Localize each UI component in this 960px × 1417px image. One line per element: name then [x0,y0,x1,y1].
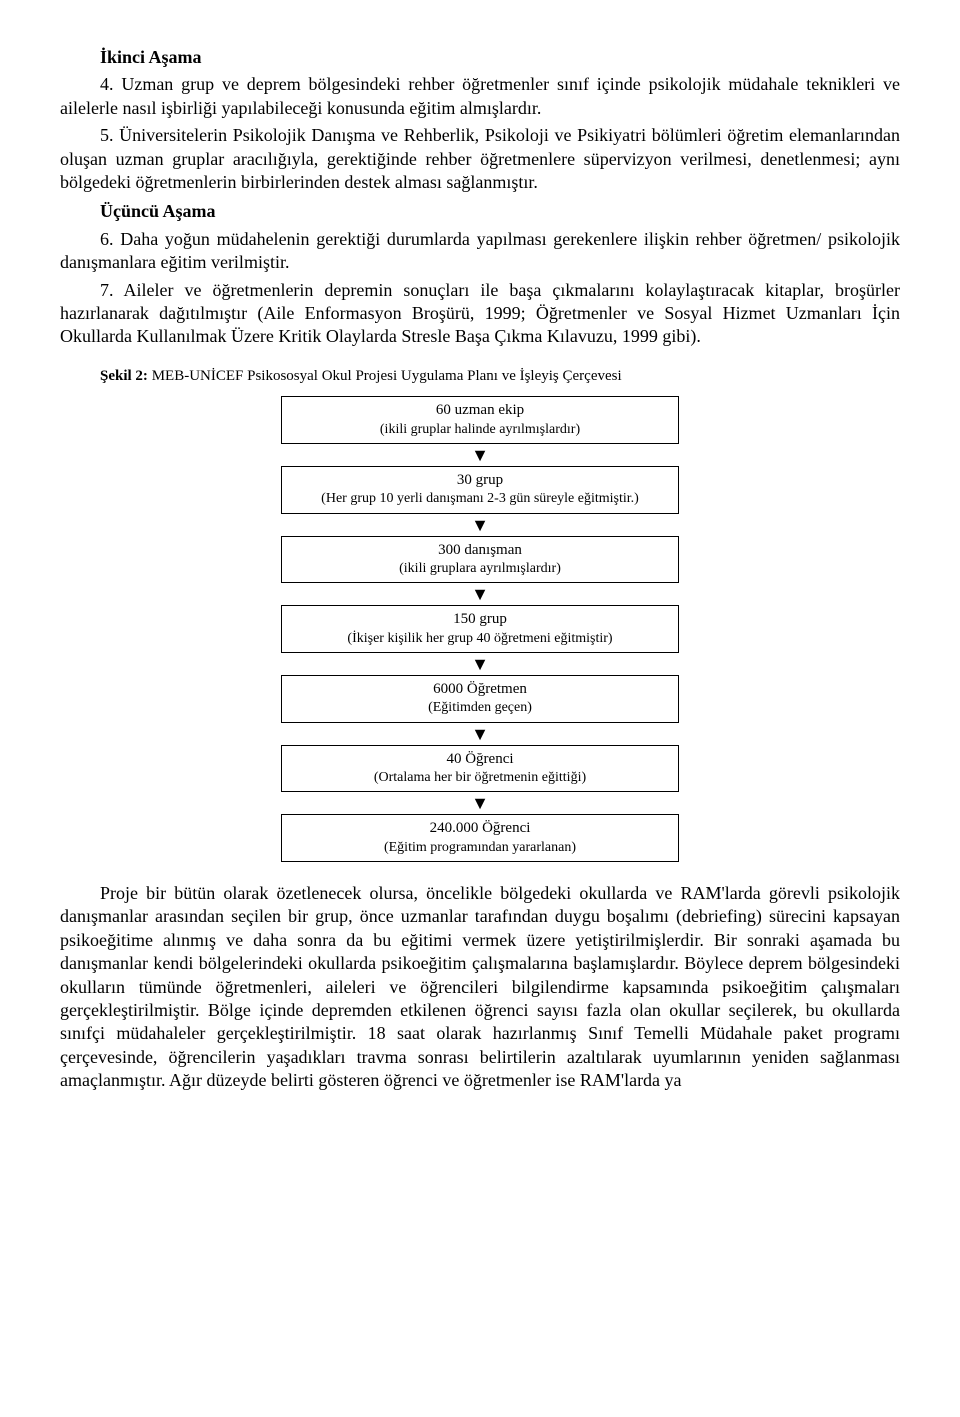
flow-box-1: 30 grup (Her grup 10 yerli danışmanı 2-3… [281,466,679,514]
flow-arrow-icon: ▼ [471,794,489,812]
figure-caption: Şekil 2: MEB-UNİCEF Psikososyal Okul Pro… [100,367,900,387]
stage3-p7: 7. Aileler ve öğretmenlerin depremin son… [60,279,900,349]
flow-box-4-sub: (Eğitimden geçen) [300,699,660,717]
stage2-heading: İkinci Aşama [100,46,900,69]
flow-arrow-icon: ▼ [471,585,489,603]
flow-arrow-icon: ▼ [471,655,489,673]
figure-label: Şekil 2: [100,368,148,384]
stage2-p4: 4. Uzman grup ve deprem bölgesindeki reh… [60,73,900,120]
flow-box-5-sub: (Ortalama her bir öğretmenin eğittiği) [300,769,660,787]
stage3-p6: 6. Daha yoğun müdahelenin gerektiği duru… [60,228,900,275]
flow-box-6-title: 240.000 Öğrenci [300,819,660,839]
flow-box-0-sub: (ikili gruplar halinde ayrılmışlardır) [300,421,660,439]
flow-box-4: 6000 Öğretmen (Eğitimden geçen) [281,675,679,723]
flow-arrow-icon: ▼ [471,446,489,464]
flow-box-3: 150 grup (İkişer kişilik her grup 40 öğr… [281,605,679,653]
stage3-heading: Üçüncü Aşama [100,200,900,223]
flow-box-0-title: 60 uzman ekip [300,401,660,421]
flow-arrow-icon: ▼ [471,516,489,534]
flow-box-2: 300 danışman (ikili gruplara ayrılmışlar… [281,536,679,584]
flow-box-6-sub: (Eğitim programından yararlanan) [300,839,660,857]
flow-box-1-title: 30 grup [300,471,660,491]
flow-box-1-sub: (Her grup 10 yerli danışmanı 2-3 gün sür… [300,490,660,508]
flow-box-2-sub: (ikili gruplara ayrılmışlardır) [300,560,660,578]
flow-box-5: 40 Öğrenci (Ortalama her bir öğretmenin … [281,745,679,793]
flow-arrow-icon: ▼ [471,725,489,743]
flow-box-2-title: 300 danışman [300,541,660,561]
flow-box-6: 240.000 Öğrenci (Eğitim programından yar… [281,814,679,862]
flow-box-3-sub: (İkişer kişilik her grup 40 öğretmeni eğ… [300,630,660,648]
flow-box-3-title: 150 grup [300,610,660,630]
stage2-p5: 5. Üniversitelerin Psikolojik Danışma ve… [60,124,900,194]
closing-para: Proje bir bütün olarak özetlenecek olurs… [60,882,900,1093]
flowchart: 60 uzman ekip (ikili gruplar halinde ayr… [60,396,900,862]
flow-box-0: 60 uzman ekip (ikili gruplar halinde ayr… [281,396,679,444]
flow-box-4-title: 6000 Öğretmen [300,680,660,700]
flow-box-5-title: 40 Öğrenci [300,750,660,770]
figure-caption-text: MEB-UNİCEF Psikososyal Okul Projesi Uygu… [152,368,622,384]
